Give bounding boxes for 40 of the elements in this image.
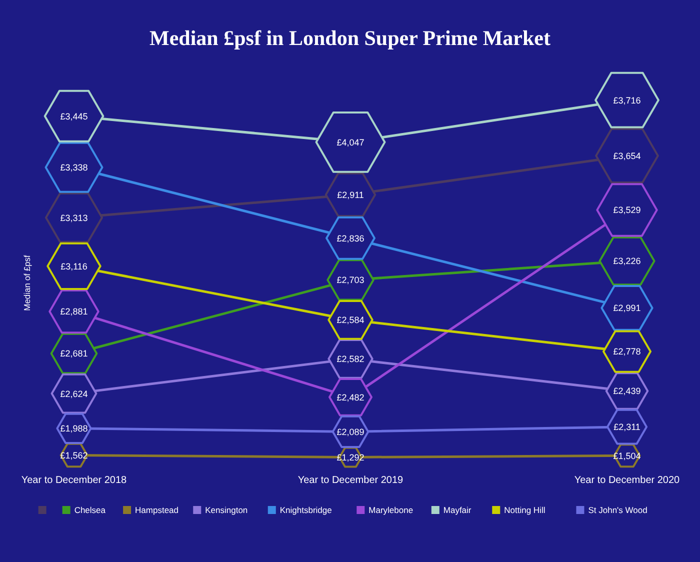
legend-label: Knightsbridge [280,505,332,515]
data-label: £2,624 [60,388,88,399]
data-label: £1,988 [60,424,88,434]
data-label: £2,991 [613,303,641,314]
data-label: £3,529 [613,205,641,216]
category-label: Year to December 2020 [574,475,680,486]
data-label: £3,716 [613,95,641,106]
legend-label: Marylebone [368,505,414,515]
text: Median £psf in London Super Prime Market [150,26,550,50]
category-label: Year to December 2019 [298,475,404,486]
legend-label: Notting Hill [504,505,546,515]
legend-label: Chelsea [74,505,106,515]
data-label: £2,681 [60,348,88,359]
data-label: £2,089 [336,426,364,437]
data-label: £2,584 [336,315,364,326]
data-label: £2,881 [60,306,88,317]
legend-label: Hampstead [135,505,179,515]
data-label: £2,582 [336,354,364,364]
data-label: £3,313 [60,212,88,223]
data-label: £3,338 [60,162,88,173]
data-label: £2,911 [337,190,364,200]
data-label: £3,226 [613,256,641,266]
legend-label: Mayfair [443,505,472,515]
data-label: £1,292 [336,452,364,462]
data-label: £2,836 [336,233,364,244]
data-label: £1,504 [613,450,641,461]
data-label: £2,703 [336,275,364,286]
data-label: £4,047 [336,137,364,148]
data-label: £2,311 [614,422,640,432]
data-label: £2,482 [336,392,364,402]
legend-label: St John's Wood [588,505,648,515]
data-label: £2,439 [613,386,641,396]
text: Median of £psf [22,254,32,311]
data-label: £3,654 [613,150,641,161]
category-label: Year to December 2018 [21,475,128,486]
data-label: £3,445 [60,111,88,122]
legend-label: Kensington [205,505,248,515]
data-label: £2,778 [613,346,641,357]
data-label: £3,116 [60,261,88,272]
data-label: £1,562 [60,450,88,460]
